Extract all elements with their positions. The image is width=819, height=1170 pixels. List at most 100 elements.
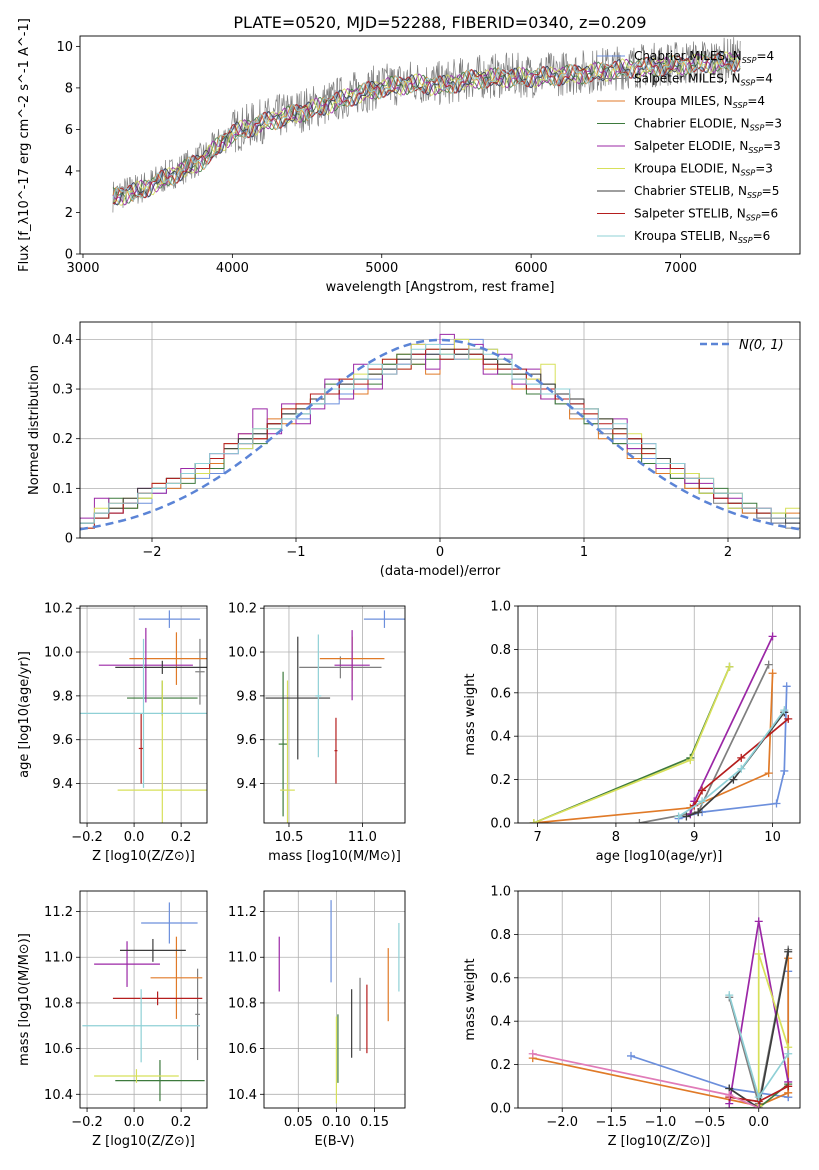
model-spectrum-line [112, 51, 741, 206]
histogram-step [80, 343, 800, 538]
legend-entry: Kroupa STELIB, NSSP=6 [634, 229, 770, 245]
plot-area [112, 37, 741, 213]
x-tick-label: 2 [724, 545, 732, 560]
y-axis-label: mass weight [463, 958, 478, 1040]
weight-line [533, 666, 731, 823]
y-tick-label: 10.0 [228, 646, 257, 661]
plot-area [529, 632, 793, 823]
y-axis-label: mass [log10(M/M⊙)] [17, 933, 32, 1066]
weight-marker [725, 991, 734, 1000]
x-tick-label: −0.2 [71, 830, 103, 845]
x-tick-label: 11.0 [348, 830, 377, 845]
x-tick-label: −1.5 [596, 1115, 628, 1130]
x-tick-label: −1 [286, 545, 305, 560]
x-tick-label: −2 [142, 545, 161, 560]
weight-marker [694, 808, 703, 817]
x-tick-label: 7 [533, 830, 541, 845]
x-tick-label: 10 [764, 830, 781, 845]
weight-marker [737, 764, 746, 773]
y-tick-label: 1.0 [490, 600, 511, 615]
weight-marker [754, 1093, 763, 1102]
legend-entry: Chabrier STELIB, NSSP=5 [634, 184, 779, 200]
panel-weight_vs_age: 7 8 9 10 0.0 0.2 0.4 0.6 0.8 1.0 age [log10(age/yr… [463, 600, 801, 864]
x-tick-label: 8 [612, 830, 620, 845]
y-tick-label: 11.2 [44, 905, 73, 920]
weight-marker [686, 756, 695, 765]
y-tick-label: 9.6 [52, 733, 73, 748]
y-tick-label: 9.8 [236, 689, 257, 704]
y-tick-label: 6 [65, 123, 73, 138]
weight-marker [729, 775, 738, 784]
axes-frame [79, 605, 208, 824]
weight-marker [768, 632, 777, 641]
y-tick-label: 0.4 [52, 333, 73, 348]
axes-frame [263, 605, 406, 824]
legend-entry: Chabrier MILES, NSSP=4 [634, 49, 774, 65]
y-tick-label: 9.4 [236, 777, 257, 792]
axes-frame [79, 321, 801, 539]
model-spectrum-line [112, 51, 741, 206]
axes-frame [79, 35, 801, 255]
weight-marker [737, 753, 746, 762]
weight-marker [784, 947, 793, 956]
y-tick-label: 0.0 [490, 817, 511, 832]
x-tick-label: 0.0 [748, 1115, 769, 1130]
y-axis-label: age [log10(age/yr)] [17, 651, 32, 778]
y-tick-label: 11.0 [228, 951, 257, 966]
weight-marker [754, 1104, 763, 1108]
panel-mass_vs_EBV: 0.05 0.10 0.15 10.4 10.6 10.8 11.0 11.2 E(B-V) [228, 890, 406, 1149]
y-tick-label: 4 [65, 164, 73, 179]
weight-marker [754, 949, 763, 958]
plot-area [265, 610, 405, 823]
y-tick-label: 10.2 [228, 602, 257, 617]
y-tick-label: 10.8 [228, 996, 257, 1011]
panel-age_vs_mass: 10.5 11.0 9.4 9.6 9.8 10.0 10.2 mass [log10(M/M… [228, 602, 406, 864]
y-tick-label: 0.2 [52, 432, 73, 447]
x-tick-label: 0.15 [360, 1115, 389, 1130]
y-tick-label: 2 [65, 206, 73, 221]
plot-area [278, 900, 400, 1104]
y-tick-label: 9.8 [52, 689, 73, 704]
weight-line [678, 709, 785, 818]
legend-entry: N(0, 1) [739, 338, 784, 353]
x-axis-label: E(B-V) [314, 1134, 354, 1149]
weight-marker [529, 819, 538, 823]
y-tick-label: 0 [65, 532, 73, 547]
x-axis-label: wavelength [Angstrom, rest frame] [326, 280, 555, 295]
x-tick-label: 5000 [365, 261, 398, 276]
axes-frame [517, 890, 801, 1109]
x-tick-label: 0.2 [171, 1115, 192, 1130]
weight-marker [784, 1049, 793, 1058]
weight-line [533, 673, 774, 823]
y-tick-label: 10.6 [44, 1042, 73, 1057]
x-tick-label: 0.0 [124, 830, 145, 845]
weight-marker [698, 786, 707, 795]
legend-entry: Kroupa ELODIE, NSSP=3 [634, 162, 773, 178]
y-tick-label: 0.3 [52, 383, 73, 398]
x-tick-label: 4000 [216, 261, 249, 276]
weight-marker [772, 799, 781, 808]
y-tick-label: 10.8 [44, 996, 73, 1011]
y-tick-label: 0.2 [490, 1058, 511, 1073]
legend-entry: Kroupa MILES, NSSP=4 [634, 94, 765, 110]
x-tick-label: 9 [690, 830, 698, 845]
weight-marker [754, 917, 763, 926]
x-axis-label: mass [log10(M/M⊙)] [268, 849, 401, 864]
panel-weight_vs_Z: −2.0 −1.5 −1.0 −0.5 0.0 0.0 0.2 0.4 0.6 0.8 1.0 Z [… [463, 885, 801, 1149]
y-tick-label: 11.0 [44, 951, 73, 966]
y-tick-label: 10.2 [44, 602, 73, 617]
y-tick-label: 10.6 [228, 1042, 257, 1057]
x-tick-label: −1.0 [645, 1115, 677, 1130]
weight-line [532, 958, 790, 1107]
x-tick-label: 7000 [664, 261, 697, 276]
panel-residuals: −2 −1 0 1 2 0 0.1 0.2 0.3 0.4 N(0, 1) (data-model)/… [27, 321, 801, 579]
weight-marker [764, 769, 773, 778]
y-tick-label: 0.4 [490, 730, 511, 745]
y-axis-label: Flux [f_λ10^-17 erg cm^-2 s^-1 A^-1] [17, 18, 32, 272]
x-tick-label: 0 [436, 545, 444, 560]
y-tick-label: 1.0 [490, 885, 511, 900]
legend-entry: Chabrier ELODIE, NSSP=3 [634, 117, 782, 133]
y-tick-label: 0.8 [490, 643, 511, 658]
plot-area [82, 902, 205, 1102]
y-tick-label: 10.4 [228, 1088, 257, 1103]
